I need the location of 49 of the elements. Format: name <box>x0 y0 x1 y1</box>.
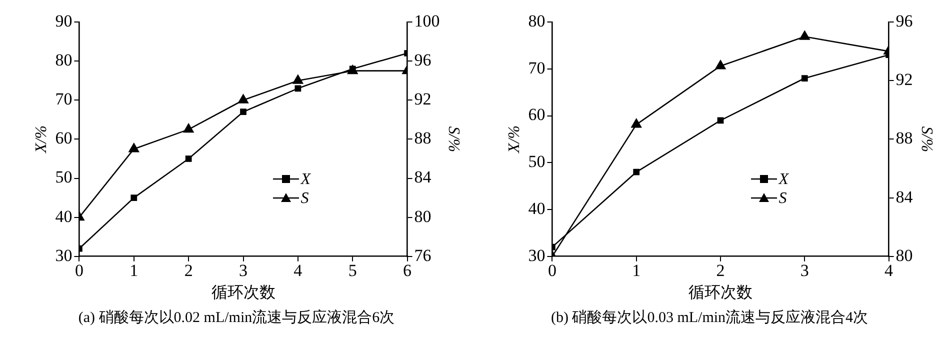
y-tick-label: 80 <box>55 50 72 70</box>
y-tick-label: 50 <box>55 168 72 187</box>
y-tick-label: 60 <box>55 128 72 148</box>
x-tick-label: 2 <box>716 261 725 280</box>
y2-axis-title: S/% <box>918 126 936 152</box>
y2-tick-label: 96 <box>414 50 432 70</box>
x-tick-label: 1 <box>632 261 641 280</box>
x-tick-label: 3 <box>800 261 809 280</box>
legend-label: S <box>778 188 787 208</box>
y2-tick-label: 96 <box>896 11 913 30</box>
x-tick-label: 0 <box>74 261 84 280</box>
y-tick-label: 80 <box>528 11 546 30</box>
y2-tick-label: 92 <box>414 90 432 109</box>
x-tick-label: 3 <box>239 261 248 280</box>
text: (b) 硝酸每次以0.03 mL/min流速与反应液混合4次 <box>550 308 870 327</box>
x-tick-label: 1 <box>130 261 138 280</box>
y-tick-label: 70 <box>528 58 546 78</box>
y-tick-label: 50 <box>528 152 546 172</box>
y2-tick-label: 88 <box>896 128 913 148</box>
y-tick-label: 90 <box>55 11 72 30</box>
y-tick-label: 40 <box>55 206 72 226</box>
y2-axis-title: S/% <box>445 126 462 152</box>
x-tick-label: 4 <box>294 261 303 280</box>
y2-tick-label: 100 <box>414 11 440 30</box>
y-tick-label: 30 <box>55 246 72 265</box>
x-tick-label: 6 <box>403 261 412 280</box>
x-tick-label: 4 <box>884 261 894 280</box>
y2-tick-label: 76 <box>414 246 432 265</box>
y2-tick-label: 84 <box>414 168 432 187</box>
y-axis-title: X/% <box>32 125 50 154</box>
y2-tick-label: 84 <box>896 187 914 206</box>
x-tick-label: 0 <box>548 261 556 280</box>
y-tick-label: 70 <box>55 90 72 109</box>
y-axis-title: X/% <box>506 125 523 154</box>
y2-tick-label: 92 <box>896 70 913 90</box>
x-tick-label: 5 <box>348 261 357 280</box>
x-tick-label: 2 <box>184 261 193 280</box>
x-axis-title: 循环次数 <box>688 284 752 302</box>
text: (a) 硝酸每次以0.02 mL/min流速与反应液混合6次 <box>77 308 396 327</box>
y2-tick-label: 88 <box>414 128 432 148</box>
y-tick-label: 30 <box>528 246 546 265</box>
y-tick-label: 40 <box>528 198 546 218</box>
y2-tick-label: 80 <box>414 206 432 226</box>
y-tick-label: 60 <box>528 105 546 124</box>
x-axis-title: 循环次数 <box>211 284 276 302</box>
y2-tick-label: 80 <box>896 246 913 265</box>
legend-label: X <box>778 170 789 189</box>
legend-label: S <box>300 188 309 208</box>
legend-label: X <box>300 170 311 189</box>
